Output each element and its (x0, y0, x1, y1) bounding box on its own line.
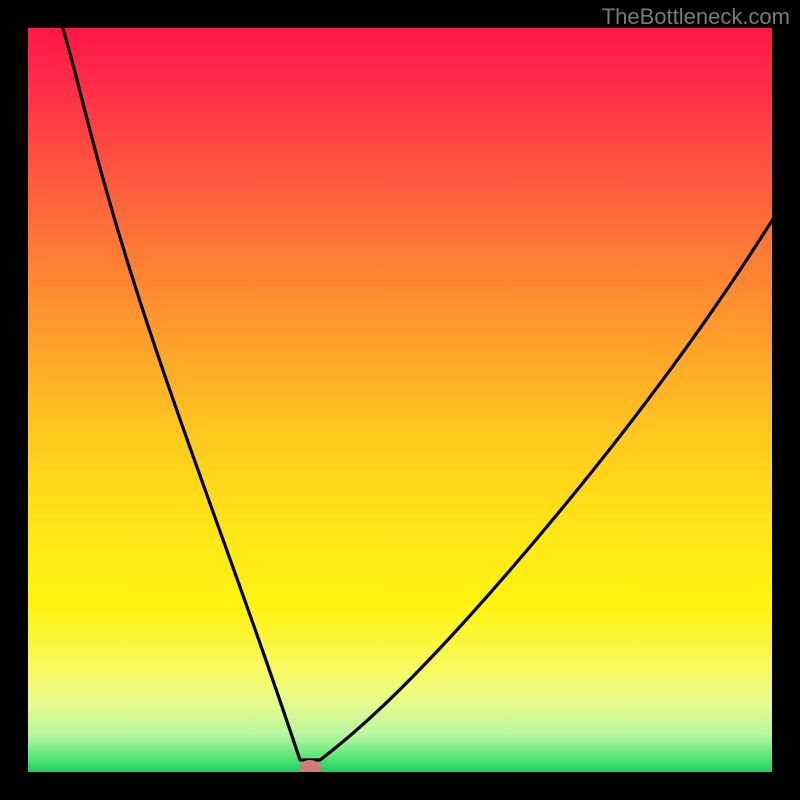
chart-background-gradient (28, 28, 772, 772)
watermark-text: TheBottleneck.com (602, 4, 790, 30)
